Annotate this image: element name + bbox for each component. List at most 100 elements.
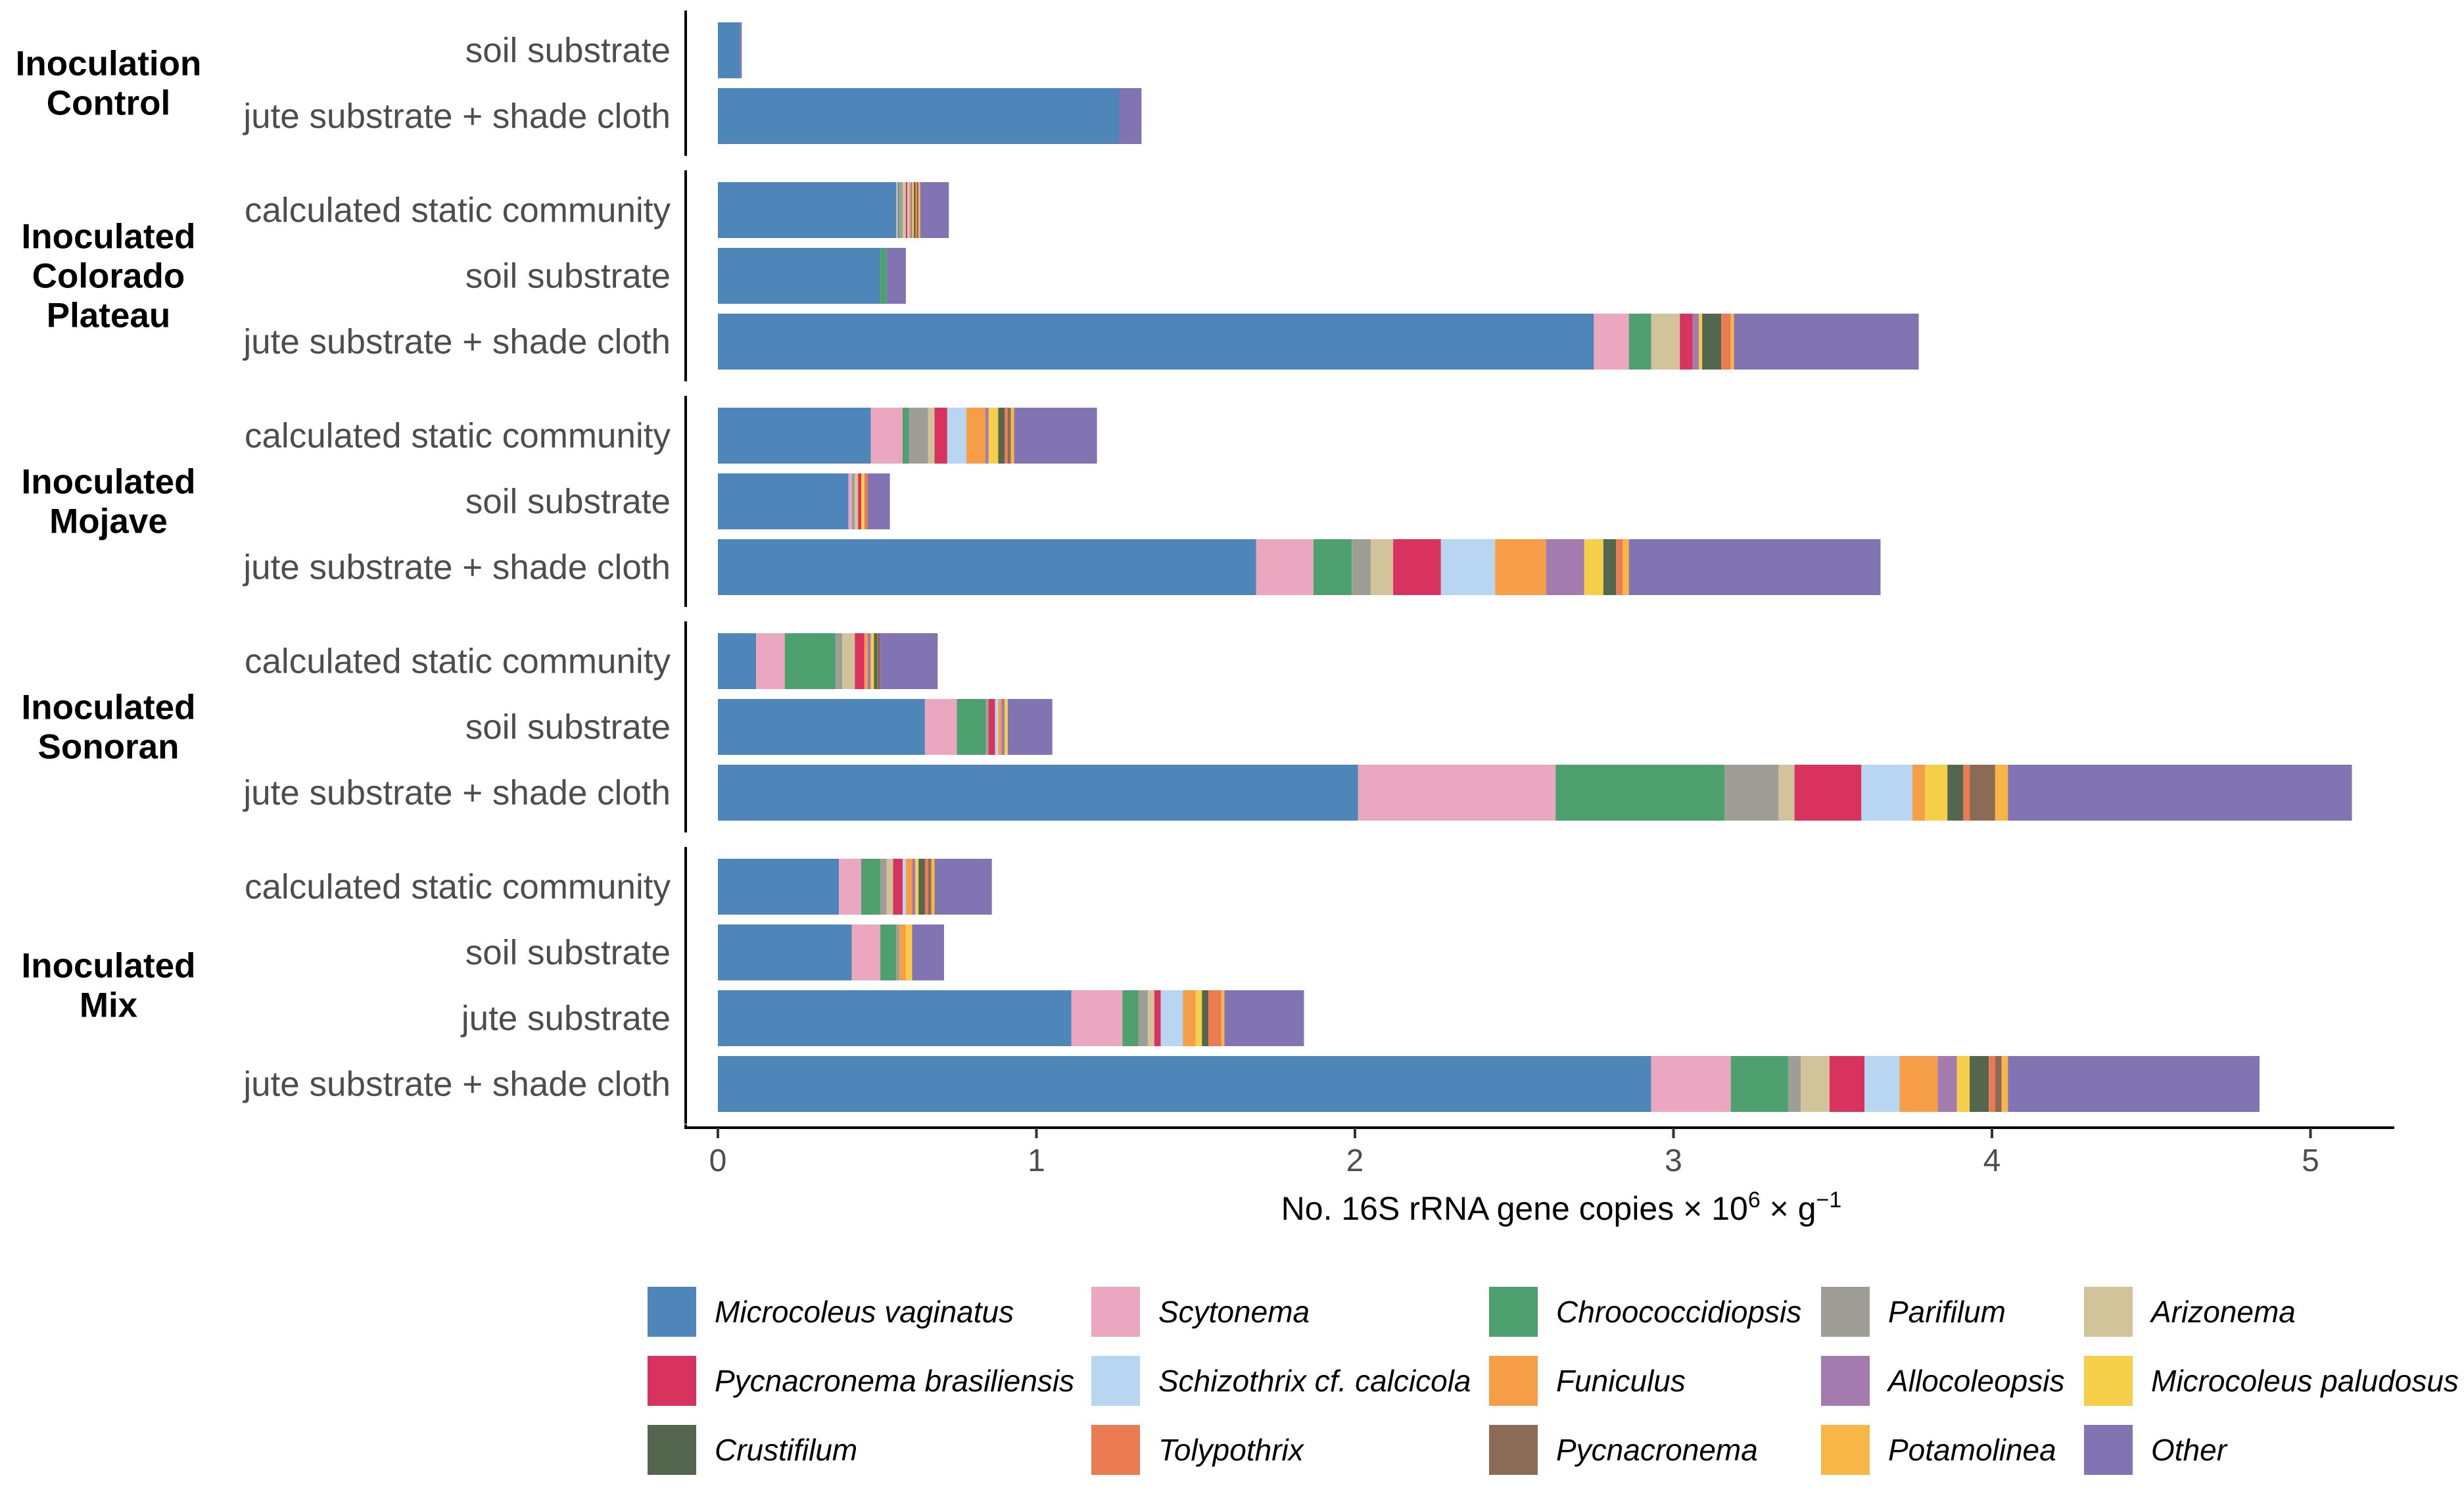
bar-segment — [855, 633, 865, 689]
x-axis-title: No. 16S rRNA gene copies × 106 × g−1 — [1281, 1188, 1842, 1227]
bar-segment — [1794, 765, 1862, 821]
bar-segment — [880, 925, 897, 980]
group-label: Inoculated — [21, 688, 195, 727]
bar-segment — [985, 408, 989, 464]
bar-segment — [909, 182, 911, 238]
bar-segment — [839, 859, 861, 915]
bar-segment — [893, 859, 903, 915]
bar-segment — [1995, 765, 2008, 821]
x-axis-title-middle: × g — [1761, 1190, 1816, 1227]
bar-segment — [867, 473, 890, 529]
bar-segment — [1440, 539, 1496, 595]
legend-swatch — [1821, 1425, 1870, 1475]
row-label: calculated static community — [245, 417, 671, 456]
group-label: Sonoran — [38, 728, 179, 767]
bar-segment — [1947, 765, 1964, 821]
x-tick-label: 1 — [1028, 1143, 1045, 1178]
bar-segment — [988, 408, 999, 464]
bar-segment — [1734, 314, 1919, 370]
bar-segment — [1788, 1056, 1801, 1112]
bar-segment — [998, 699, 1002, 755]
bar-segment — [1912, 765, 1926, 821]
bar-segment — [718, 859, 840, 915]
bar-segment — [1995, 1056, 2002, 1112]
bar-segment — [934, 859, 992, 915]
bar-segment — [864, 633, 868, 689]
bar-segment — [1603, 539, 1617, 595]
bar-segment — [886, 859, 893, 915]
bar-segment — [907, 182, 909, 238]
legend-swatch — [1091, 1356, 1140, 1406]
bar-segment — [870, 408, 903, 464]
legend-label: Crustifilum — [715, 1433, 857, 1467]
legend-label: Pycnacronema — [1556, 1433, 1758, 1467]
bar-segment — [1970, 1056, 1989, 1112]
bar-segment — [1937, 1056, 1957, 1112]
bar-segment — [928, 408, 935, 464]
bar-segment — [1864, 1056, 1900, 1112]
bar-segment — [1594, 314, 1629, 370]
bar-segment — [1730, 1056, 1788, 1112]
bar-segment — [867, 633, 871, 689]
bar-segment — [897, 182, 900, 238]
bar-segment — [924, 699, 957, 755]
bar-segment — [718, 473, 849, 529]
bar-segment — [896, 925, 900, 980]
legend-label: Pycnacronema brasiliensis — [715, 1364, 1074, 1398]
x-axis-title-main: No. 16S rRNA gene copies × 10 — [1281, 1190, 1748, 1227]
bar-segment — [718, 408, 871, 464]
legend-label: Allocoleopsis — [1886, 1364, 2064, 1398]
row-label: jute substrate — [460, 999, 671, 1038]
bar-segment — [836, 633, 842, 689]
bar-segment — [880, 859, 887, 915]
bar-segment — [784, 633, 836, 689]
bar-segment — [1546, 539, 1584, 595]
row-label: jute substrate + shade cloth — [242, 97, 671, 136]
bar-segment — [905, 859, 912, 915]
legend-label: Parifilum — [1888, 1295, 2006, 1329]
bar-segment — [1138, 990, 1148, 1046]
x-tick-label: 2 — [1346, 1143, 1364, 1178]
bar-segment — [1616, 539, 1623, 595]
bar-segment — [877, 633, 881, 689]
bar-segment — [1970, 765, 1995, 821]
bar-segment — [2008, 765, 2352, 821]
bar-segment — [1680, 314, 1693, 370]
group-label: Inoculated — [21, 463, 195, 502]
bar-segment — [912, 859, 916, 915]
bar-segment — [905, 182, 908, 238]
bar-segment — [1154, 990, 1161, 1046]
bar-segment — [718, 22, 740, 78]
bar-segment — [903, 859, 906, 915]
row-label: calculated static community — [245, 642, 671, 681]
bar-segment — [1119, 88, 1142, 144]
x-tick-label: 3 — [1665, 1143, 1682, 1178]
legend-swatch — [1821, 1287, 1870, 1337]
bar-segment — [718, 248, 881, 304]
legend-swatch — [1489, 1356, 1538, 1406]
bar-segment — [998, 408, 1005, 464]
legend-swatch — [1489, 1287, 1538, 1337]
row-label: soil substrate — [465, 257, 671, 296]
bar-segment — [1371, 539, 1394, 595]
axes — [684, 1124, 2394, 1129]
row-labels: soil substrate jute substrate + shade clo… — [242, 32, 671, 1104]
bar-segment — [1007, 699, 1053, 755]
bar-segment — [718, 314, 1594, 370]
bar-segment — [880, 633, 938, 689]
x-tick-label: 0 — [709, 1143, 727, 1178]
bar-segment — [718, 1056, 1651, 1112]
bar-segment — [1778, 765, 1795, 821]
group-labels: InoculationControlInoculatedColoradoPlat… — [16, 45, 202, 1025]
legend-label: Tolypothrix — [1158, 1433, 1305, 1467]
bar-segment — [911, 182, 912, 238]
bar-segment — [756, 633, 785, 689]
x-tick-label: 5 — [2302, 1143, 2319, 1178]
bar-segment — [1122, 990, 1139, 1046]
legend-label: Arizonema — [2149, 1295, 2296, 1329]
bar-segment — [1495, 539, 1546, 595]
group-label: Control — [47, 84, 170, 123]
bar-segment — [1623, 539, 1629, 595]
bar-segment — [916, 182, 919, 238]
bar-segment — [915, 182, 917, 238]
